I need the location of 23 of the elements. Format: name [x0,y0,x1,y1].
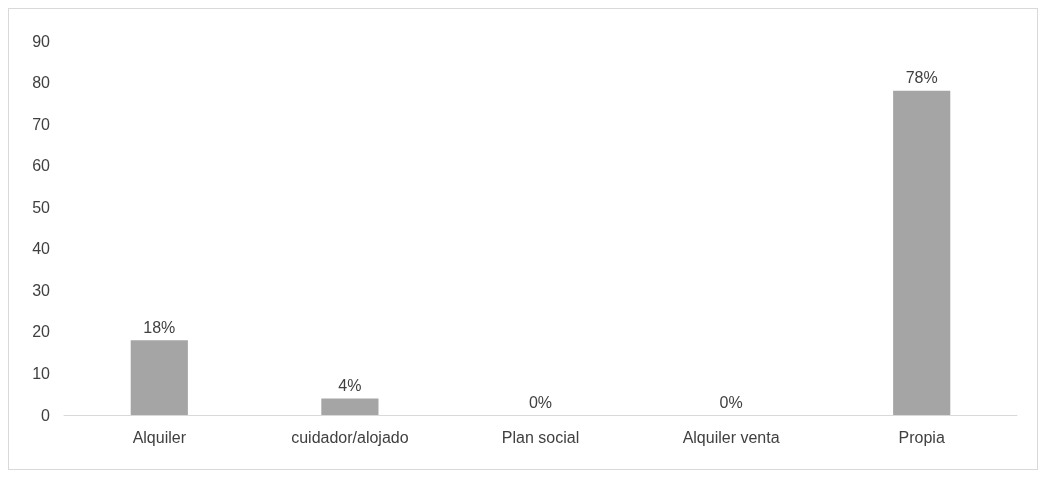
data-label: 18% [143,318,176,336]
bar [321,398,379,415]
y-tick-label: 30 [32,281,51,299]
y-tick-label: 0 [41,406,51,424]
x-tick-label: Propia [898,428,945,446]
y-tick-label: 70 [32,115,51,133]
y-tick-label: 60 [32,157,51,175]
data-label: 4% [338,376,362,394]
y-tick-label: 10 [32,364,51,382]
x-tick-label: Alquiler [132,428,187,446]
bar [893,90,951,415]
x-tick-label: cuidador/alojado [291,428,409,446]
x-tick-label: Plan social [501,428,580,446]
bar [130,340,188,415]
data-label: 78% [905,69,938,87]
y-tick-label: 90 [32,32,51,50]
data-label: 0% [719,393,743,411]
y-tick-label: 80 [32,74,51,92]
y-tick-label: 40 [32,240,51,258]
data-label: 0% [528,393,553,411]
y-tick-label: 50 [32,198,51,216]
x-tick-label: Alquiler venta [682,428,780,446]
y-tick-label: 20 [32,323,51,341]
